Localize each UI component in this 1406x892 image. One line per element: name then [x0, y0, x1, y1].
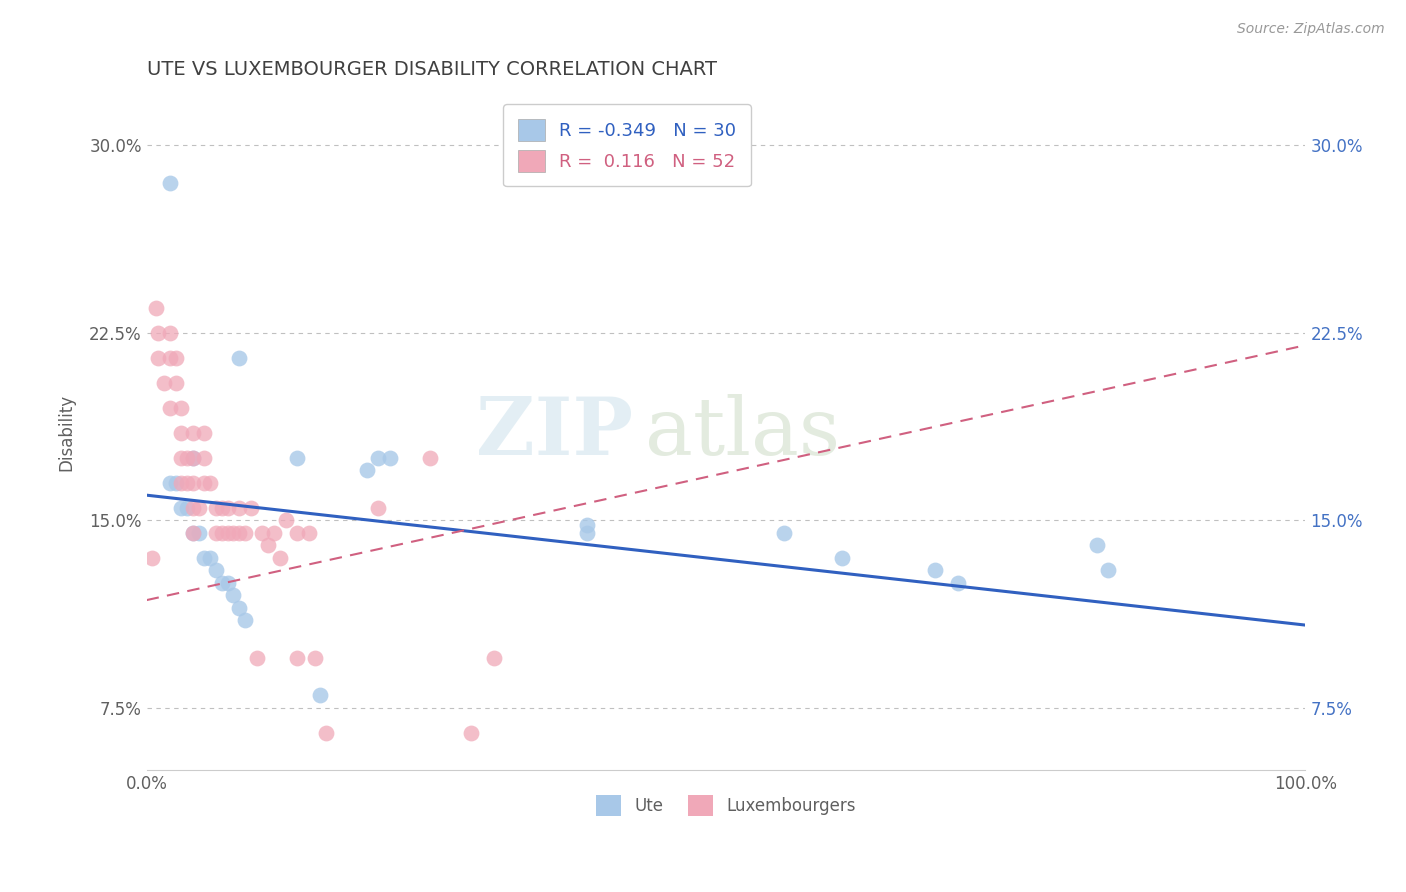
Point: [378, 450, 401, 465]
Point: [228, 525, 250, 540]
Point: [285, 650, 308, 665]
Point: [356, 463, 378, 477]
Point: [831, 550, 853, 565]
Point: [170, 450, 193, 465]
Point: [146, 326, 169, 340]
Point: [246, 650, 269, 665]
Point: [159, 351, 181, 365]
Text: Source: ZipAtlas.com: Source: ZipAtlas.com: [1237, 22, 1385, 37]
Point: [263, 525, 285, 540]
Point: [211, 500, 233, 515]
Point: [181, 525, 204, 540]
Point: [239, 500, 262, 515]
Point: [211, 525, 233, 540]
Point: [211, 575, 233, 590]
Point: [575, 525, 598, 540]
Point: [181, 450, 204, 465]
Point: [222, 525, 245, 540]
Point: [159, 401, 181, 415]
Point: [482, 650, 505, 665]
Point: [159, 326, 181, 340]
Point: [176, 450, 198, 465]
Point: [193, 425, 215, 440]
Point: [217, 500, 239, 515]
Point: [181, 475, 204, 490]
Point: [309, 688, 332, 702]
Point: [233, 613, 256, 627]
Point: [269, 550, 291, 565]
Point: [946, 575, 969, 590]
Point: [367, 500, 389, 515]
Point: [298, 525, 321, 540]
Point: [200, 550, 222, 565]
Point: [367, 450, 389, 465]
Text: ZIP: ZIP: [477, 393, 633, 472]
Point: [159, 176, 181, 190]
Legend: Ute, Luxembourgers: Ute, Luxembourgers: [589, 789, 863, 822]
Point: [176, 500, 198, 515]
Point: [773, 525, 796, 540]
Point: [252, 525, 274, 540]
Point: [205, 525, 228, 540]
Point: [165, 376, 187, 390]
Point: [217, 525, 239, 540]
Point: [217, 575, 239, 590]
Point: [200, 475, 222, 490]
Point: [419, 450, 441, 465]
Point: [153, 376, 176, 390]
Point: [575, 518, 598, 533]
Point: [159, 475, 181, 490]
Point: [222, 588, 245, 602]
Point: [228, 500, 250, 515]
Point: [233, 525, 256, 540]
Point: [228, 600, 250, 615]
Point: [170, 500, 193, 515]
Point: [181, 500, 204, 515]
Point: [165, 475, 187, 490]
Point: [924, 563, 946, 577]
Point: [1097, 563, 1119, 577]
Point: [257, 538, 280, 552]
Point: [141, 550, 163, 565]
Text: atlas: atlas: [645, 393, 839, 472]
Point: [187, 500, 209, 515]
Point: [193, 475, 215, 490]
Point: [165, 351, 187, 365]
Point: [181, 525, 204, 540]
Point: [315, 725, 337, 739]
Point: [170, 401, 193, 415]
Point: [285, 450, 308, 465]
Point: [285, 525, 308, 540]
Point: [146, 351, 169, 365]
Point: [145, 301, 167, 315]
Y-axis label: Disability: Disability: [58, 394, 75, 471]
Point: [181, 425, 204, 440]
Point: [460, 725, 482, 739]
Point: [205, 500, 228, 515]
Point: [193, 450, 215, 465]
Point: [228, 351, 250, 365]
Point: [274, 513, 297, 527]
Point: [170, 475, 193, 490]
Point: [205, 563, 228, 577]
Point: [187, 525, 209, 540]
Text: UTE VS LUXEMBOURGER DISABILITY CORRELATION CHART: UTE VS LUXEMBOURGER DISABILITY CORRELATI…: [146, 60, 717, 78]
Point: [170, 425, 193, 440]
Point: [181, 450, 204, 465]
Point: [176, 475, 198, 490]
Point: [304, 650, 326, 665]
Point: [193, 550, 215, 565]
Point: [1085, 538, 1108, 552]
